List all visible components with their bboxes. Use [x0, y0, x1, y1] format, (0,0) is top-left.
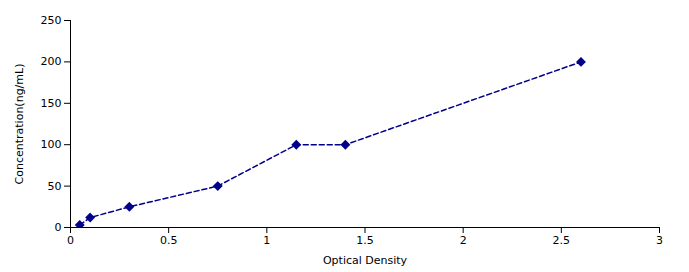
svg-text:200: 200: [41, 55, 62, 68]
svg-text:2.5: 2.5: [553, 234, 571, 247]
svg-text:Optical Density: Optical Density: [323, 254, 408, 267]
svg-text:150: 150: [41, 97, 62, 110]
svg-text:Concentration(ng/mL): Concentration(ng/mL): [13, 64, 26, 185]
svg-text:0.5: 0.5: [160, 234, 178, 247]
svg-text:250: 250: [41, 14, 62, 27]
svg-text:1: 1: [263, 234, 270, 247]
svg-text:3: 3: [656, 234, 663, 247]
svg-text:100: 100: [41, 138, 62, 151]
svg-text:50: 50: [48, 180, 62, 193]
svg-text:1.5: 1.5: [356, 234, 374, 247]
svg-text:2: 2: [460, 234, 467, 247]
svg-text:0: 0: [67, 234, 74, 247]
svg-text:0: 0: [55, 221, 62, 234]
